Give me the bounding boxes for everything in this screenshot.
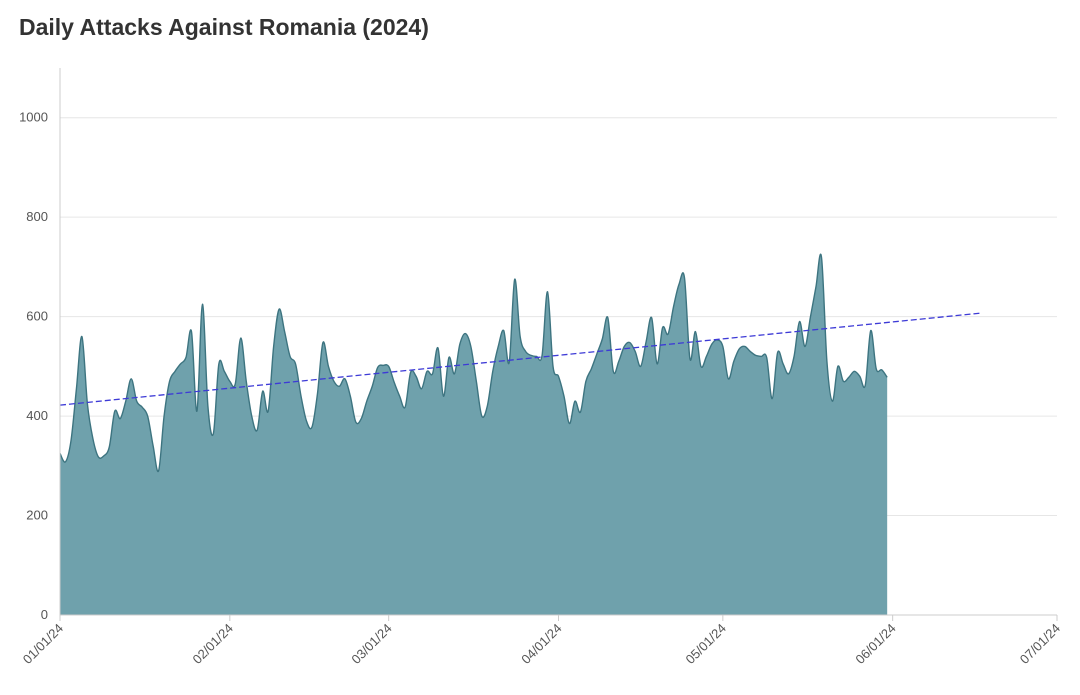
x-tick-label: 01/01/24 [20, 621, 66, 667]
y-axis: 0 200 400 600 800 1000 [19, 110, 48, 622]
y-tick-label: 600 [26, 309, 48, 324]
x-axis: 01/01/24 02/01/24 03/01/24 04/01/24 05/01/24… [20, 615, 1063, 667]
area-line-0 [59, 253, 888, 473]
x-tick-label: 07/01/24 [1017, 621, 1063, 667]
x-tick-label: 05/01/24 [683, 621, 729, 667]
x-tick-label: 06/01/24 [852, 621, 898, 667]
y-tick-label: 400 [26, 408, 48, 423]
chart-title: Daily Attacks Against Romania (2024) [19, 14, 429, 40]
y-tick-label: 800 [26, 209, 48, 224]
y-tick-label: 0 [41, 607, 48, 622]
area-series [59, 253, 888, 615]
x-tick-label: 02/01/24 [190, 621, 236, 667]
x-tick-label: 04/01/24 [518, 621, 564, 667]
y-tick-label: 200 [26, 508, 48, 523]
trendline [59, 312, 981, 406]
trendline-layer [59, 312, 981, 406]
x-tick-label: 03/01/24 [348, 621, 394, 667]
y-tick-label: 1000 [19, 110, 48, 125]
area-fill-0 [60, 254, 888, 615]
